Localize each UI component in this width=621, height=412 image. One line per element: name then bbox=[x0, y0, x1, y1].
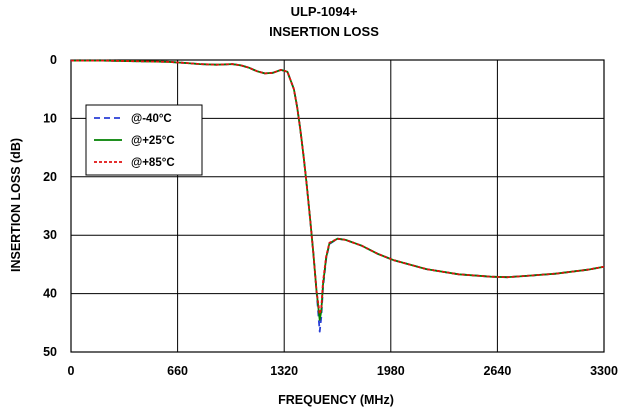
x-axis-title: FREQUENCY (MHz) bbox=[278, 393, 394, 407]
x-tick-label: 1980 bbox=[377, 364, 405, 378]
plot-area bbox=[70, 59, 605, 353]
x-tick-label: 2640 bbox=[483, 364, 511, 378]
x-tick-label: 0 bbox=[68, 364, 75, 378]
series-line-3 bbox=[71, 59, 605, 315]
series-line-1 bbox=[71, 59, 605, 333]
x-tick-label: 1320 bbox=[270, 364, 298, 378]
y-tick-label: 20 bbox=[43, 170, 57, 184]
chart-title: ULP-1094+ bbox=[291, 4, 358, 19]
chart-subtitle: INSERTION LOSS bbox=[269, 24, 379, 39]
y-tick-label: 50 bbox=[43, 345, 57, 359]
y-axis-title: INSERTION LOSS (dB) bbox=[9, 138, 23, 272]
legend-label-series-2: @+25°C bbox=[131, 135, 175, 147]
y-tick-label: 40 bbox=[43, 287, 57, 301]
x-tick-label: 660 bbox=[167, 364, 188, 378]
x-tick-label: 3300 bbox=[590, 364, 618, 378]
y-tick-label: 0 bbox=[50, 53, 57, 67]
series-layer bbox=[71, 59, 605, 333]
series-line-2 bbox=[71, 59, 605, 321]
legend-label-series-1: @-40°C bbox=[131, 113, 172, 125]
grid bbox=[70, 59, 605, 353]
legend-label-series-3: @+85°C bbox=[131, 157, 175, 169]
y-tick-label: 10 bbox=[43, 111, 57, 125]
y-tick-label: 30 bbox=[43, 228, 57, 242]
legend: @-40°C @+25°C @+85°C bbox=[85, 104, 203, 176]
y-axis-ticks: 0 10 20 30 40 50 bbox=[43, 53, 57, 359]
x-axis-ticks: 0 660 1320 1980 2640 3300 bbox=[68, 364, 618, 378]
